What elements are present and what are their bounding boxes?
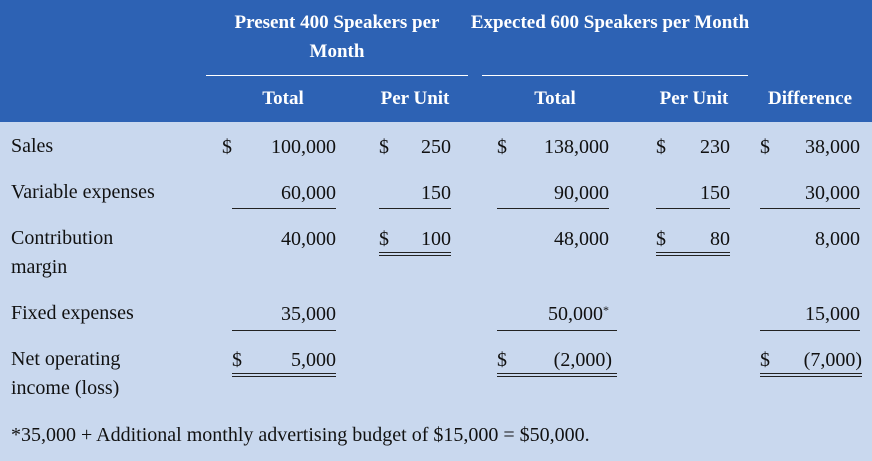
double-underline: [379, 252, 451, 256]
underline: [760, 330, 860, 331]
footnote: *35,000 + Additional monthly advertising…: [11, 424, 590, 446]
col-header-difference: Difference: [767, 88, 853, 109]
underline: [379, 208, 451, 209]
sales-difference: 38,000: [805, 136, 860, 158]
currency-sign: $: [379, 228, 389, 250]
double-underline: [497, 373, 617, 377]
net-difference: (7,000): [803, 349, 862, 371]
col-header-perunit-present: Per Unit: [380, 88, 450, 109]
fixed-difference: 15,000: [805, 303, 860, 325]
variable-perunit-present: 150: [421, 182, 451, 204]
double-underline: [232, 373, 336, 377]
underline: [656, 208, 730, 209]
currency-sign: $: [656, 136, 666, 158]
net-total-expected: (2,000): [553, 349, 612, 371]
group-header-expected: Expected 600 Speakers per Month: [470, 12, 750, 33]
currency-sign: $: [497, 136, 507, 158]
underline: [497, 208, 609, 209]
group-underline-present: [206, 75, 468, 76]
row-label-net-operating-income: Net operating income (loss): [11, 348, 121, 399]
row-label-contribution-margin: Contribution margin: [11, 227, 114, 278]
currency-sign: $: [760, 349, 770, 371]
footnote-marker: *: [603, 303, 609, 317]
fixed-total-present: 35,000: [281, 303, 336, 325]
currency-sign: $: [232, 349, 242, 371]
contribution-total-expected: 48,000: [554, 228, 609, 250]
col-header-perunit-expected: Per Unit: [659, 88, 729, 109]
variable-difference: 30,000: [805, 182, 860, 204]
double-underline: [656, 252, 730, 256]
underline: [760, 208, 860, 209]
sales-perunit-expected: 230: [700, 136, 730, 158]
underline: [232, 330, 336, 331]
variable-perunit-expected: 150: [700, 182, 730, 204]
currency-sign: $: [656, 228, 666, 250]
row-label-sales: Sales: [11, 135, 54, 157]
fixed-total-expected-value: 50,000: [548, 303, 603, 325]
underline: [232, 208, 336, 209]
row-label-fixed-expenses: Fixed expenses: [11, 302, 134, 324]
contribution-total-present: 40,000: [281, 228, 336, 250]
fixed-total-expected: 50,000*: [520, 302, 609, 326]
group-header-present: Present 400 Speakers per Month: [234, 12, 440, 62]
col-header-total-expected: Total: [534, 88, 576, 109]
col-header-total-present: Total: [262, 88, 304, 109]
variable-total-present: 60,000: [281, 182, 336, 204]
currency-sign: $: [760, 136, 770, 158]
contribution-perunit-present: 100: [421, 228, 451, 250]
row-label-variable-expenses: Variable expenses: [11, 181, 155, 203]
underline: [497, 330, 617, 331]
group-underline-expected: [482, 75, 748, 76]
sales-total-expected: 138,000: [544, 136, 609, 158]
contribution-perunit-expected: 80: [710, 228, 730, 250]
table-header: Present 400 Speakers per Month Expected …: [0, 0, 872, 122]
sales-total-present: 100,000: [271, 136, 336, 158]
currency-sign: $: [379, 136, 389, 158]
contribution-difference: 8,000: [815, 228, 860, 250]
sales-perunit-present: 250: [421, 136, 451, 158]
variable-total-expected: 90,000: [554, 182, 609, 204]
net-total-present: 5,000: [291, 349, 336, 371]
double-underline: [760, 373, 862, 377]
currency-sign: $: [222, 136, 232, 158]
currency-sign: $: [497, 349, 507, 371]
